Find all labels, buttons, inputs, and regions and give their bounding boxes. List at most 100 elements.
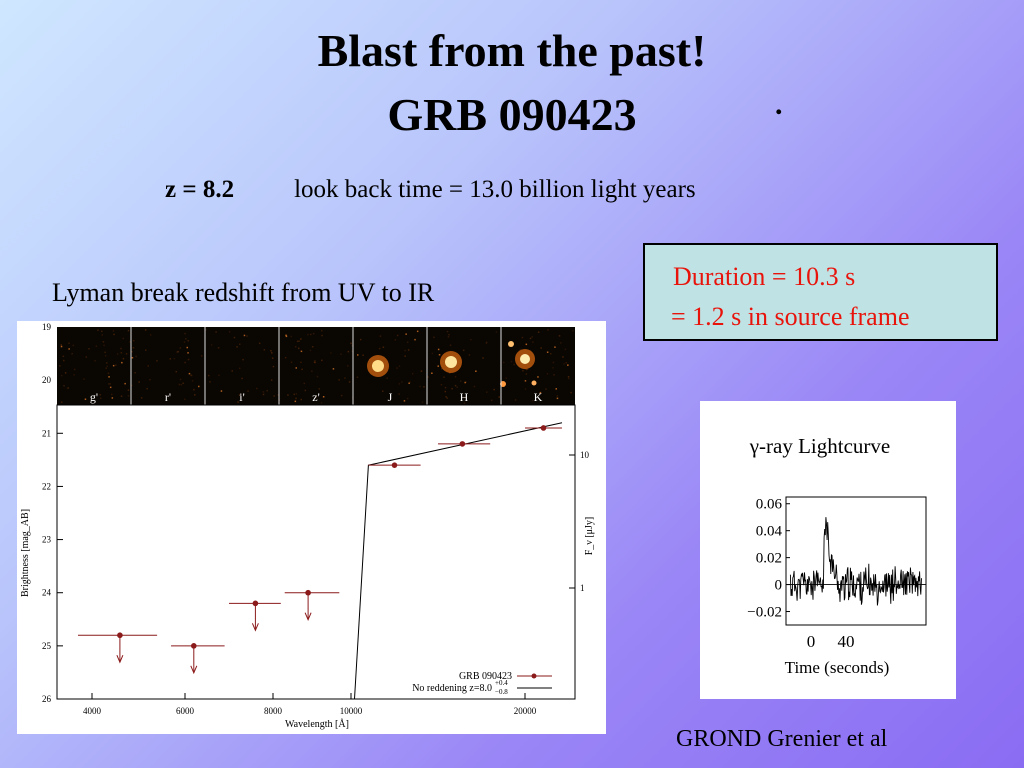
strip-speckle	[446, 330, 449, 333]
strip-speckle	[295, 393, 298, 395]
strip-speckle	[552, 361, 555, 364]
strip-speckle	[169, 358, 172, 360]
strip-speckle	[247, 390, 249, 392]
strip-speckle	[238, 367, 241, 370]
strip-speckle	[300, 361, 302, 364]
x-tick-label: 4000	[83, 706, 102, 716]
strip-speckle	[67, 387, 70, 389]
strip-speckle	[293, 393, 295, 396]
strip-speckle	[552, 367, 554, 369]
strip-speckle	[318, 388, 321, 390]
data-point-marker	[191, 643, 197, 649]
data-point-i	[229, 600, 281, 632]
strip-speckle	[567, 364, 569, 366]
strip-speckle	[490, 399, 493, 402]
strip-speckle	[463, 396, 466, 399]
strip-speckle	[178, 383, 181, 386]
strip-speckle	[555, 388, 557, 390]
strip-speckle	[357, 354, 359, 356]
strip-speckle	[356, 376, 359, 378]
gamma-lightcurve-figure: γ-ray Lightcurve 0.06 0.04 0.02 0 −0.02 0 40 …	[700, 401, 956, 699]
strip-speckle	[309, 349, 312, 352]
strip-speckle	[183, 341, 186, 343]
lookback-time: look back time = 13.0 billion light year…	[294, 176, 696, 203]
band-label: J	[388, 390, 393, 404]
strip-speckle	[111, 393, 113, 396]
strip-speckle	[112, 330, 115, 332]
strip-speckle	[243, 334, 246, 337]
strip-speckle	[130, 384, 133, 387]
strip-speckle	[351, 350, 354, 353]
strip-speckle	[146, 387, 148, 390]
strip-speckle	[99, 397, 102, 399]
legend-series-label: GRB 090423	[459, 671, 512, 682]
data-point-marker	[459, 441, 466, 447]
strip-speckle	[108, 383, 110, 385]
strip-speckle	[111, 397, 114, 399]
sed-figure: g' r' i' z' J H K 19 20 21 22 23 24 25 26 4000 6000 800…	[17, 321, 606, 734]
x-tick-label: 20000	[514, 706, 537, 716]
strip-speckle	[156, 360, 158, 362]
strip-speckle	[314, 361, 316, 364]
strip-speckle	[486, 391, 488, 393]
strip-speckle	[116, 353, 119, 355]
strip-speckle	[460, 380, 462, 382]
strip-speckle	[113, 333, 115, 336]
strip-speckle	[513, 363, 515, 366]
strip-speckle	[184, 332, 186, 335]
band-labels: g' r' i' z' J H K	[90, 390, 543, 404]
strip-speckle	[300, 398, 302, 401]
y-tick-label: 23	[42, 535, 52, 545]
strip-speckle	[59, 365, 61, 367]
strip-speckle	[449, 344, 452, 346]
strip-speckle	[68, 342, 70, 344]
strip-speckle	[532, 341, 534, 343]
strip-speckle	[127, 395, 130, 397]
strip-speckle	[295, 367, 297, 369]
strip-speckle	[120, 347, 122, 350]
strip-speckle	[563, 363, 565, 365]
strip-speckle	[447, 336, 450, 338]
strip-speckle	[215, 331, 217, 333]
strip-speckle	[120, 395, 123, 397]
strip-speckle	[521, 336, 524, 339]
legend-model-label: No reddening z=8.0	[412, 683, 492, 694]
strip-speckle	[60, 401, 63, 403]
strip-speckle	[182, 382, 184, 384]
strip-speckle	[570, 391, 572, 394]
strip-speckle	[556, 397, 559, 400]
strip-speckle	[104, 351, 106, 354]
strip-speckle	[433, 336, 435, 339]
strip-speckle	[503, 361, 505, 364]
strip-speckle	[396, 334, 399, 337]
strip-speckle	[351, 344, 354, 347]
band-label: H	[460, 390, 469, 404]
y-axis-ticks: 19 20 21 22 23 24 25 26	[42, 322, 63, 704]
strip-speckle	[307, 333, 309, 336]
strip-speckle	[186, 346, 188, 349]
strip-speckle	[109, 383, 111, 385]
strip-speckle	[238, 394, 241, 396]
strip-speckle	[149, 378, 151, 381]
strip-speckle	[519, 348, 522, 351]
strip-speckle	[209, 381, 211, 383]
strip-speckle	[241, 377, 243, 380]
strip-speckle	[438, 354, 441, 356]
strip-speckle	[140, 397, 143, 399]
lc-y-tick-label: 0	[775, 578, 783, 594]
strip-speckle	[300, 338, 302, 340]
band-label: i'	[239, 390, 245, 404]
strip-speckle	[568, 377, 570, 380]
strip-speckle	[193, 388, 195, 391]
strip-speckle	[347, 350, 350, 353]
strip-speckle	[101, 330, 103, 333]
strip-speckle	[300, 350, 303, 353]
strip-speckle	[102, 341, 105, 343]
strip-speckle	[362, 354, 364, 356]
strip-speckle	[294, 400, 297, 403]
strip-speckle	[537, 331, 540, 333]
strip-speckle	[271, 357, 274, 359]
band-label: z'	[312, 390, 320, 404]
strip-speckle	[321, 329, 323, 332]
strip-speckle	[539, 391, 542, 394]
